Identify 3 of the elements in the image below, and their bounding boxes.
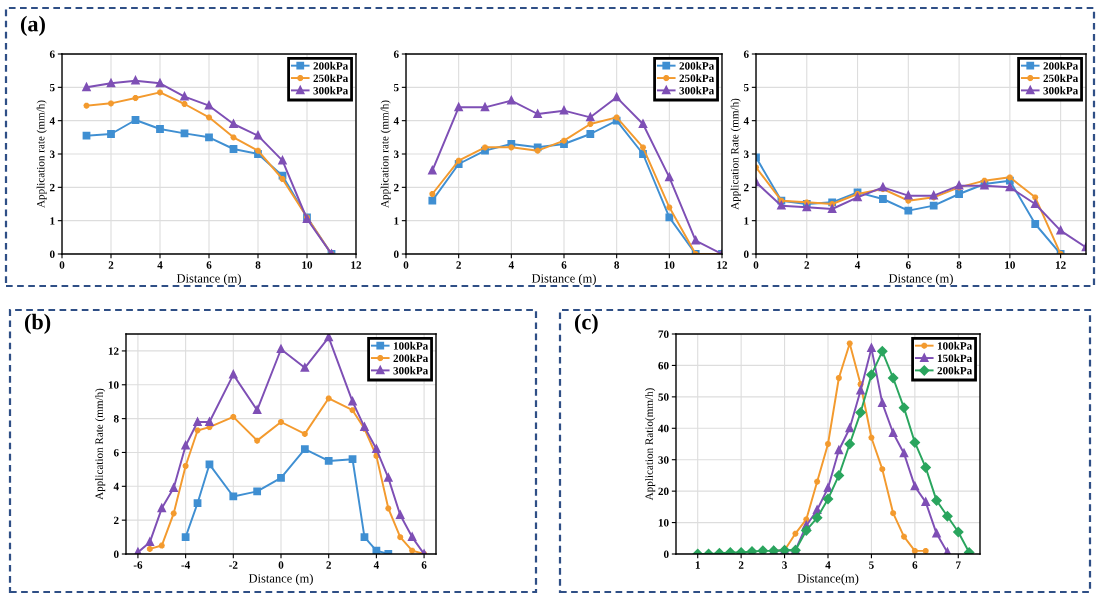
text: (b): [24, 313, 51, 334]
text: (c): [574, 313, 598, 334]
text: (a): [20, 15, 45, 36]
